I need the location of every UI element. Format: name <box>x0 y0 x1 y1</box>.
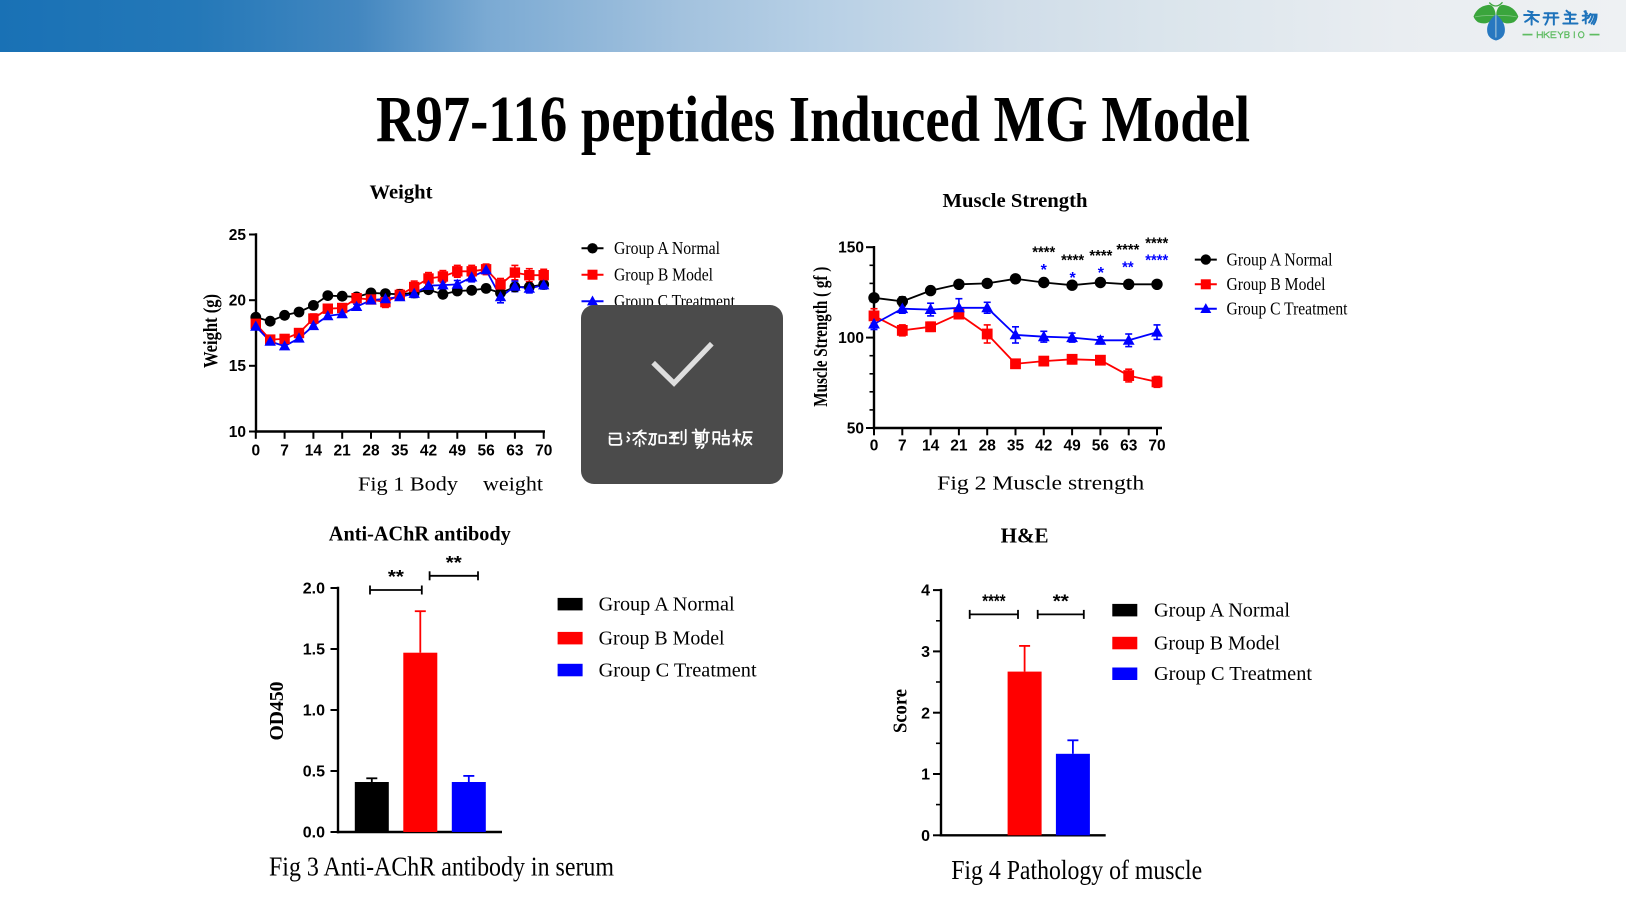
svg-text:28: 28 <box>362 443 380 460</box>
svg-text:0: 0 <box>870 438 879 455</box>
svg-text:2.0: 2.0 <box>303 581 325 598</box>
svg-text:Group A Normal: Group A Normal <box>1227 250 1333 270</box>
svg-text:49: 49 <box>1063 438 1081 455</box>
svg-text:Group C Treatment: Group C Treatment <box>1227 299 1348 319</box>
svg-text:Fig 1 Body: Fig 1 Body <box>358 474 459 496</box>
svg-text:Muscle Strength ( gf ): Muscle Strength ( gf ) <box>811 267 832 407</box>
svg-text:Group B Model: Group B Model <box>1227 274 1326 294</box>
svg-text:****: **** <box>1116 242 1140 259</box>
svg-text:****: **** <box>1089 248 1113 265</box>
svg-text:4: 4 <box>921 583 930 600</box>
svg-text:0: 0 <box>921 828 930 845</box>
svg-text:63: 63 <box>506 443 524 460</box>
svg-text:0: 0 <box>251 443 260 460</box>
svg-text:35: 35 <box>391 443 409 460</box>
svg-text:42: 42 <box>420 443 437 460</box>
svg-text:Group A Normal: Group A Normal <box>1154 601 1291 622</box>
svg-text:56: 56 <box>1092 438 1110 455</box>
svg-text:3: 3 <box>921 644 930 661</box>
svg-text:14: 14 <box>305 443 323 460</box>
svg-text:1.0: 1.0 <box>303 703 325 720</box>
svg-text:****: **** <box>1061 253 1085 270</box>
svg-text:*: * <box>1098 265 1105 282</box>
svg-text:****: **** <box>1145 253 1169 270</box>
svg-text:**: ** <box>1122 259 1134 276</box>
svg-text:*: * <box>1069 270 1076 287</box>
svg-text:weight: weight <box>483 474 543 496</box>
svg-text:21: 21 <box>950 438 968 455</box>
svg-text:50: 50 <box>847 420 864 437</box>
svg-text:**: ** <box>1053 592 1069 612</box>
svg-text:*: * <box>1041 262 1048 279</box>
svg-text:Group A Normal: Group A Normal <box>599 595 736 616</box>
svg-text:70: 70 <box>535 443 552 460</box>
svg-text:1.5: 1.5 <box>303 642 325 659</box>
svg-text:Weight (g): Weight (g) <box>201 294 222 368</box>
svg-text:42: 42 <box>1035 438 1052 455</box>
svg-text:Group C Treatment: Group C Treatment <box>599 660 758 681</box>
svg-text:Group A Normal: Group A Normal <box>614 238 720 258</box>
svg-text:Score: Score <box>890 689 912 733</box>
svg-text:Weight: Weight <box>370 182 433 204</box>
svg-text:0.0: 0.0 <box>303 825 325 842</box>
svg-text:63: 63 <box>1120 438 1138 455</box>
svg-text:Muscle Strength: Muscle Strength <box>943 190 1089 212</box>
svg-text:70: 70 <box>1148 438 1165 455</box>
svg-text:Group B Model: Group B Model <box>599 629 726 650</box>
svg-text:Fig 3 Anti-AChR antibody in se: Fig 3 Anti-AChR antibody in serum <box>269 851 614 882</box>
svg-text:21: 21 <box>334 443 352 460</box>
svg-text:R97-116 peptides Induced MG Mo: R97-116 peptides Induced MG Model <box>376 83 1250 156</box>
svg-text:15: 15 <box>229 358 247 375</box>
svg-text:28: 28 <box>979 438 997 455</box>
svg-text:150: 150 <box>838 240 864 257</box>
svg-text:20: 20 <box>229 293 246 310</box>
svg-text:Anti-AChR antibody: Anti-AChR antibody <box>329 522 511 546</box>
svg-text:OD450: OD450 <box>266 682 288 741</box>
svg-text:**: ** <box>388 567 404 587</box>
svg-text:Fig 4 Pathology of muscle: Fig 4 Pathology of muscle <box>951 855 1202 885</box>
svg-text:**: ** <box>446 553 462 573</box>
svg-text:14: 14 <box>922 438 940 455</box>
svg-text:Group C Treatment: Group C Treatment <box>1154 664 1313 685</box>
svg-text:10: 10 <box>229 424 246 441</box>
svg-text:56: 56 <box>478 443 496 460</box>
svg-text:Group B Model: Group B Model <box>614 265 713 285</box>
svg-text:7: 7 <box>280 443 289 460</box>
svg-text:25: 25 <box>229 227 247 244</box>
svg-text:0.5: 0.5 <box>303 764 325 781</box>
svg-text:100: 100 <box>838 330 864 347</box>
svg-text:Group B Model: Group B Model <box>1154 633 1281 654</box>
svg-text:****: **** <box>1032 245 1056 262</box>
svg-text:35: 35 <box>1007 438 1025 455</box>
svg-text:Fig 2 Muscle strength: Fig 2 Muscle strength <box>937 473 1144 495</box>
svg-text:****: **** <box>1145 236 1169 253</box>
svg-text:7: 7 <box>898 438 907 455</box>
svg-text:2: 2 <box>921 705 930 722</box>
svg-text:****: **** <box>982 592 1005 612</box>
svg-text:H&E: H&E <box>1001 524 1049 548</box>
svg-text:1: 1 <box>921 767 930 784</box>
svg-text:49: 49 <box>449 443 467 460</box>
